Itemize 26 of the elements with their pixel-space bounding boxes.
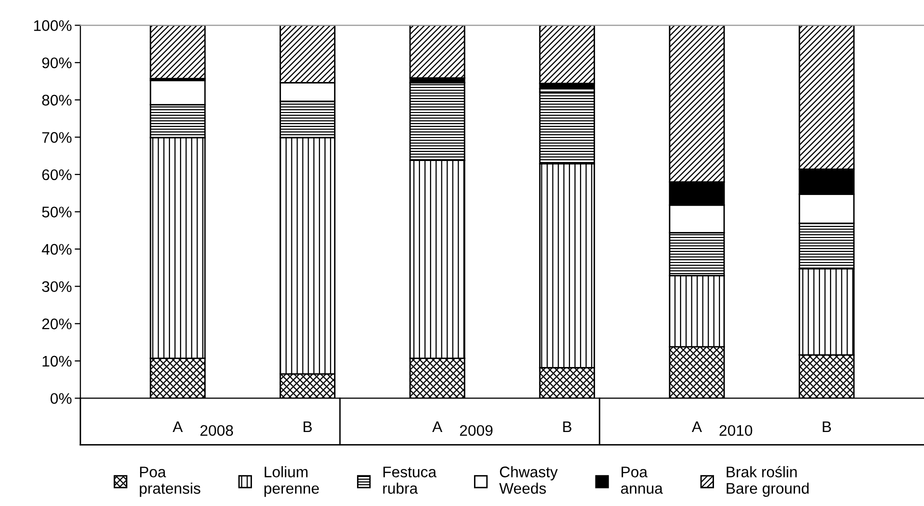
y-tick-label: 100% [34, 20, 72, 31]
y-tick-label: 90% [42, 57, 72, 68]
x-tick-label: B [822, 421, 831, 432]
legend-label: Poa pratensis [140, 466, 200, 497]
y-tick-label: 50% [42, 206, 72, 218]
y-tick-label: 40% [42, 244, 72, 255]
x-tick-label: B [563, 421, 572, 432]
x-tick-label: B [304, 421, 312, 432]
x-tick-label: A [172, 421, 183, 432]
text: 2009 [460, 425, 493, 436]
x-tick-label: A [432, 421, 442, 432]
legend-label: Lolium perenne [264, 466, 319, 497]
x-tick-label: A [692, 421, 702, 432]
text: 2010 [720, 425, 752, 436]
legend-label: Festuca rubra [383, 466, 437, 494]
y-tick-label: 20% [42, 318, 72, 330]
legend-label: Chwasty Weeds [499, 466, 558, 494]
y-tick-label: 70% [42, 132, 72, 143]
y-tick-label: 60% [42, 169, 72, 180]
y-tick-label: 30% [42, 281, 72, 292]
legend-label: Brak roślin Bare ground [726, 466, 809, 497]
y-tick-label: 80% [42, 94, 72, 106]
y-tick-label: 0% [50, 393, 72, 404]
text: 2008 [200, 425, 233, 436]
legend-label: Poa annua [621, 466, 663, 494]
y-tick-label: 10% [42, 356, 72, 367]
